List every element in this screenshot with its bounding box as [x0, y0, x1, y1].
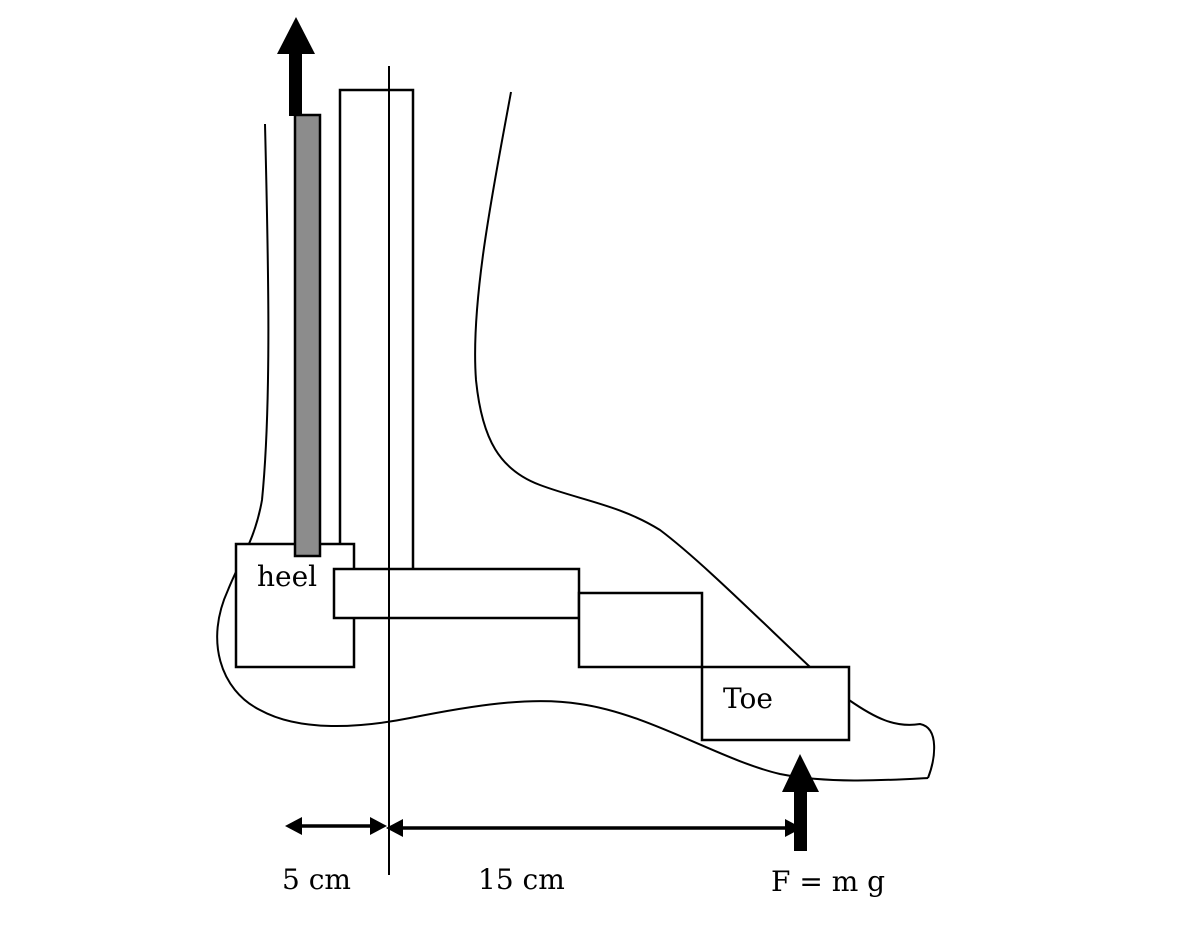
- tendon-force-arrow-shaft: [289, 50, 302, 116]
- achilles-tendon: [293, 113, 322, 558]
- toe-bone: [700, 665, 851, 742]
- leg-front-outline: [474, 91, 811, 668]
- ground-force-arrow-head: [782, 754, 819, 792]
- left-distance-arrowhead-left: [285, 817, 302, 835]
- tendon-force-arrow-head: [277, 17, 315, 54]
- right-distance-arrowhead-right: [785, 819, 802, 837]
- right-distance-label: 15 cm: [478, 863, 565, 896]
- metatarsal-bone: [577, 591, 704, 669]
- toe-label: Toe: [723, 682, 773, 715]
- left-distance-label: 5 cm: [282, 863, 351, 896]
- right-distance-arrowhead-left: [386, 819, 403, 837]
- ground-force-arrow-shaft: [794, 788, 807, 851]
- left-distance-arrowhead-right: [370, 817, 387, 835]
- leg-back-outline: [216, 123, 929, 782]
- shin-bone: [338, 88, 415, 572]
- heel-label: heel: [257, 560, 317, 593]
- toe-tip-outline: [848, 699, 936, 779]
- midfoot-bone: [332, 567, 581, 620]
- force-label: F = m g: [771, 865, 885, 898]
